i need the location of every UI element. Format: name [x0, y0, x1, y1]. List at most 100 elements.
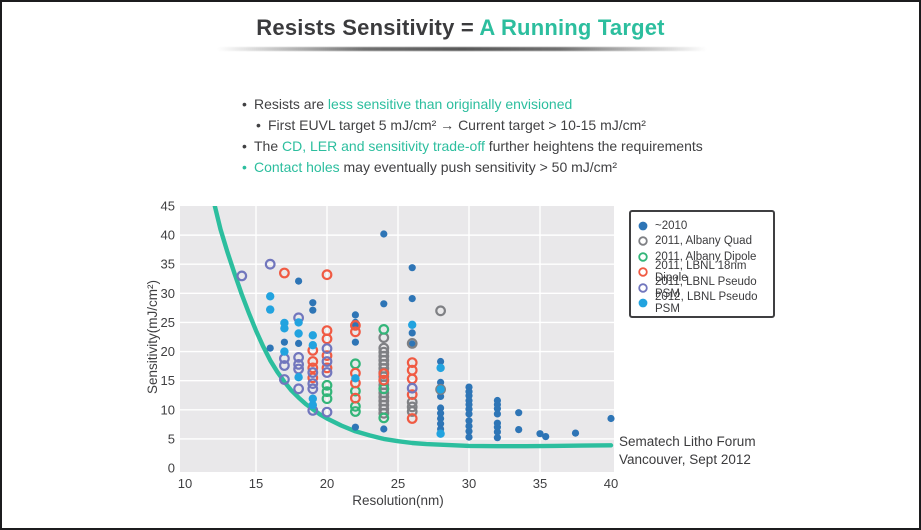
- data-point: [321, 362, 333, 374]
- data-point: [380, 425, 388, 433]
- data-point: [408, 264, 416, 272]
- bullet-text-segment: First EUVL target 5 mJ/cm² → Current tar…: [268, 117, 646, 133]
- legend-item: 2011, Albany Quad: [638, 234, 766, 250]
- data-point: [351, 423, 359, 431]
- data-point: [436, 363, 445, 373]
- y-axis-title: Sensitivity(mJ/cm²): [147, 280, 160, 394]
- open-circle-icon: [638, 236, 648, 246]
- legend-label: 2011, Albany Dipole: [655, 250, 757, 263]
- data-point: [408, 340, 416, 348]
- data-point: [293, 351, 305, 363]
- legend-label: 2011, Albany Quad: [655, 235, 752, 248]
- bullet-item: • The CD, LER and sensitivity trade-off f…: [242, 136, 703, 157]
- data-point: [493, 434, 501, 442]
- bullet-text-segment: The: [254, 138, 283, 154]
- data-point: [321, 367, 333, 378]
- data-point: [351, 311, 359, 319]
- chart-legend: ~2010 2011, Albany Quad 2011, Albany Dipol…: [629, 210, 775, 318]
- bullet-dot-icon: •: [256, 117, 261, 133]
- data-point: [378, 412, 390, 424]
- data-point: [378, 368, 390, 380]
- legend-marker-circle: [638, 221, 648, 231]
- data-point: [264, 258, 276, 270]
- data-point: [349, 326, 361, 338]
- data-point: [295, 277, 303, 285]
- x-tick-label: 30: [462, 476, 476, 491]
- data-point: [380, 230, 388, 238]
- legend-item: 2011, LBNL Pseudo PSM: [638, 276, 766, 300]
- data-point: [408, 320, 417, 329]
- x-axis-title: Resolution(nm): [352, 493, 444, 508]
- data-point: [515, 409, 523, 417]
- bullet-dot-icon: •: [242, 138, 247, 154]
- data-point: [435, 305, 447, 317]
- scatter-plot: 0 5 10 15 20 25 30 35 40 45 10 15 20 25 30 35 40 Resoluti…: [147, 200, 618, 508]
- data-point: [294, 373, 303, 382]
- data-point: [280, 324, 289, 333]
- data-point: [493, 428, 501, 436]
- bullet-text-segment: may eventually push sensitivity > 50 mJ/…: [339, 159, 617, 175]
- x-tick-label: 15: [249, 476, 263, 491]
- y-tick-label: 35: [161, 257, 175, 272]
- data-point: [351, 321, 359, 329]
- data-point: [465, 417, 473, 425]
- data-point: [278, 267, 290, 279]
- x-tick-label: 10: [178, 476, 192, 491]
- series-2012-lbnl-pseudo-psm: [266, 292, 445, 438]
- data-point: [295, 339, 303, 347]
- data-point: [309, 306, 317, 314]
- series--2010: [266, 230, 615, 442]
- data-point: [293, 383, 305, 395]
- data-point: [406, 382, 418, 394]
- y-tick-label: 40: [161, 228, 175, 243]
- series-2011-lbnl-pseudo-psm: [236, 258, 418, 418]
- footer-line-1: Sematech Litho Forum: [619, 434, 756, 449]
- legend-item: 2011, LBNL 18nm Dipole: [638, 260, 766, 284]
- data-point: [307, 362, 319, 374]
- y-tick-label: 5: [168, 431, 175, 446]
- data-point: [378, 407, 390, 419]
- title-highlight: A Running Target: [479, 15, 665, 40]
- data-point: [465, 422, 473, 430]
- data-point: [607, 414, 615, 423]
- data-point: [406, 413, 418, 424]
- legend-marker-circle: [638, 252, 648, 262]
- data-point: [435, 383, 447, 395]
- plot-area: [180, 206, 614, 472]
- legend-item: ~2010: [638, 218, 766, 234]
- footer-line-2: Vancouver, Sept 2012: [619, 452, 751, 467]
- data-point: [465, 433, 473, 441]
- data-point: [321, 269, 333, 281]
- data-point: [278, 374, 290, 385]
- bullet-text-segment: Resists are: [254, 96, 328, 112]
- data-point: [351, 338, 359, 346]
- data-point: [465, 427, 473, 435]
- data-point: [280, 338, 288, 346]
- target-sensitivity-curve: [212, 206, 614, 449]
- legend-label: 2012, LBNL Pseudo PSM: [655, 291, 758, 316]
- data-point: [308, 400, 317, 410]
- y-tick-label: 30: [161, 286, 175, 301]
- data-point: [493, 405, 501, 413]
- data-point: [437, 420, 445, 428]
- bullet-item: • First EUVL target 5 mJ/cm² → Current ta…: [256, 115, 703, 136]
- x-tick-label: 25: [391, 476, 405, 491]
- data-point: [378, 374, 390, 386]
- title-divider: [217, 47, 707, 51]
- bullet-dot-icon: •: [242, 96, 247, 112]
- data-point: [294, 318, 303, 327]
- y-tick-label: 10: [161, 402, 175, 417]
- filled-circle-icon: [638, 298, 648, 308]
- data-point: [294, 329, 303, 338]
- data-point: [280, 347, 289, 356]
- legend-marker-circle: [638, 236, 648, 246]
- data-point: [321, 379, 333, 391]
- data-point: [378, 323, 390, 335]
- data-point: [307, 378, 319, 390]
- legend-item: 2012, LBNL Pseudo PSM: [638, 291, 766, 315]
- data-point: [321, 343, 333, 355]
- data-point: [321, 356, 333, 367]
- x-tick-label: 35: [533, 476, 547, 491]
- data-point: [308, 394, 317, 403]
- data-point: [307, 372, 319, 384]
